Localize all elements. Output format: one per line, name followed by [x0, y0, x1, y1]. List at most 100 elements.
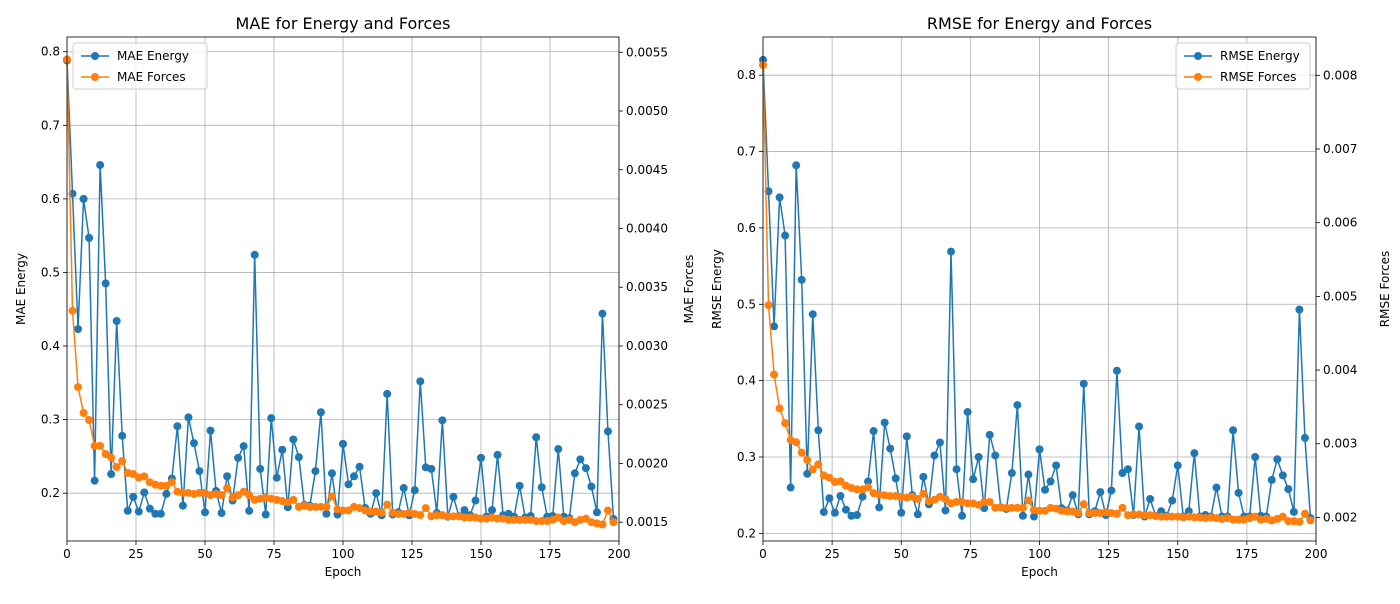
data-point [1002, 503, 1011, 512]
data-point [355, 462, 364, 471]
data-point [1029, 512, 1038, 521]
data-point [101, 279, 110, 288]
rmse-right-y-tick-label: 0.006 [1323, 216, 1357, 230]
data-point [316, 502, 325, 511]
data-point [775, 193, 784, 202]
data-point [598, 309, 607, 318]
data-point [383, 389, 392, 398]
data-point [836, 491, 845, 500]
mae-legend: MAE Energy MAE Forces [72, 42, 208, 90]
data-point [156, 509, 165, 518]
data-point [858, 492, 867, 501]
mae-left-y-axis-label: MAE Energy [14, 253, 28, 325]
rmse-left-y-tick-label: 0.3 [737, 450, 756, 464]
data-point [74, 325, 83, 334]
data-point [875, 503, 884, 512]
data-point [195, 467, 204, 476]
data-point [1278, 512, 1287, 521]
data-point [79, 408, 88, 417]
data-point [449, 492, 458, 501]
rmse-right-y-tick-label: 0.005 [1323, 289, 1357, 303]
data-point [438, 416, 447, 425]
data-point [1146, 495, 1155, 503]
data-point [941, 495, 950, 503]
data-point [1018, 503, 1027, 512]
data-point [1129, 510, 1138, 519]
mae-left-y-tick-label: 0.4 [41, 339, 60, 353]
rmse-right-y-tick-label: 0.002 [1323, 510, 1357, 524]
mae-x-axis-label: Epoch [325, 565, 362, 579]
data-point [532, 433, 541, 442]
data-point [1135, 422, 1144, 431]
data-point [1085, 509, 1094, 517]
data-point [897, 508, 906, 517]
mae-x-tick-label: 0 [63, 547, 71, 561]
data-point [891, 474, 900, 483]
data-point [781, 419, 790, 428]
data-point [609, 518, 618, 527]
data-point [1173, 461, 1182, 470]
legend-label: MAE Forces [117, 70, 186, 84]
data-point [819, 507, 828, 516]
data-point [112, 462, 121, 471]
rmse-chart-title: RMSE for Energy and Forces [927, 14, 1152, 33]
data-point [603, 506, 612, 515]
data-point [853, 511, 862, 520]
data-point [935, 438, 944, 447]
data-point [261, 510, 270, 519]
legend-label: MAE Energy [117, 49, 189, 63]
data-point [792, 438, 801, 447]
rmse-right-y-tick-label: 0.007 [1323, 142, 1357, 156]
data-point [930, 451, 939, 460]
data-point [432, 511, 441, 520]
mae-x-tick-label: 75 [266, 547, 281, 561]
rmse-right-y-tick-label: 0.004 [1323, 363, 1357, 377]
data-point [1035, 445, 1044, 454]
data-point [598, 520, 607, 529]
rmse-series-rmse-forces [759, 61, 1315, 526]
data-point [1024, 470, 1033, 479]
data-point [537, 483, 546, 492]
data-point [96, 161, 105, 170]
data-point [1079, 379, 1088, 388]
mae-right-y-axis-label: MAE Forces [682, 255, 696, 324]
data-point [980, 497, 989, 506]
data-point [985, 497, 994, 506]
data-point [587, 482, 596, 491]
data-point [1284, 485, 1293, 494]
data-point [814, 426, 823, 435]
data-point [377, 508, 386, 517]
data-point [576, 455, 585, 464]
legend-marker [91, 52, 99, 60]
data-point [339, 506, 347, 515]
data-point [969, 475, 978, 484]
mae-right-y-tick-label: 0.0055 [626, 45, 668, 59]
data-point [151, 509, 160, 518]
data-point [245, 491, 254, 500]
rmse-left-y-axis-label: RMSE Energy [710, 249, 724, 329]
data-point [184, 413, 193, 422]
data-point [327, 492, 336, 501]
rmse-left-y-tick-label: 0.2 [737, 526, 756, 540]
rmse-left-y-tick-label: 0.4 [737, 374, 756, 388]
mae-plot-frame [66, 36, 620, 542]
mae-right-y-tick-label: 0.0040 [626, 221, 668, 235]
data-point [79, 194, 88, 203]
data-point [1212, 483, 1221, 492]
data-point [1295, 305, 1304, 314]
data-point [1007, 503, 1016, 512]
data-point [239, 442, 248, 451]
data-point [123, 506, 132, 515]
data-point [372, 489, 381, 498]
data-point [316, 408, 325, 417]
data-point [145, 504, 154, 513]
mae-right-y-tick-label: 0.0015 [626, 515, 668, 529]
data-point [952, 465, 961, 474]
data-point [1162, 512, 1171, 521]
data-point [1251, 453, 1260, 461]
data-point [250, 250, 259, 259]
data-point [322, 502, 331, 511]
data-point [1190, 449, 1199, 458]
rmse-right-y-tick-label: 0.008 [1323, 68, 1357, 82]
